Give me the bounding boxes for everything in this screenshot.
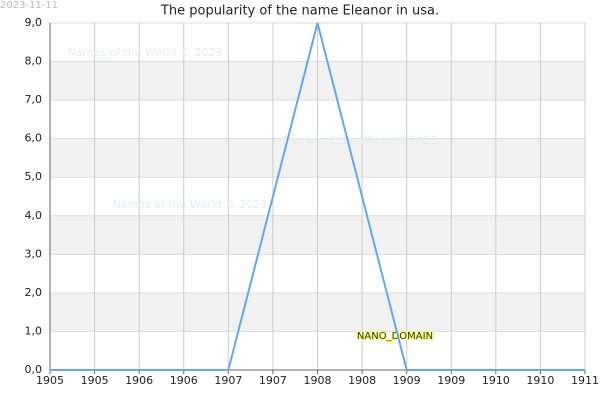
watermark: Names of the World © 2023 [283,134,438,147]
y-tick-label: 6,0 [25,132,43,145]
y-tick-label: 4,0 [25,209,43,222]
x-tick-label: 1909 [393,374,421,387]
line [50,22,585,371]
chart-title: The popularity of the name Eleanor in us… [160,4,439,19]
x-tick-label: 1905 [36,374,64,387]
x-tick-label: 1908 [348,374,376,387]
y-tick-label: 5,0 [25,170,43,183]
watermark: Names of the World © 2023 [68,46,223,59]
x-tick-label: 1909 [437,374,465,387]
x-tick-label: 1908 [304,374,332,387]
x-tick-label: 1911 [571,374,599,387]
badge: NANO_DOMAIN [357,331,433,342]
x-tick-label: 1910 [482,374,510,387]
watermark: Names of the World © 2023 [113,198,268,211]
x-tick-label: 1907 [259,374,287,387]
y-tick-label: 9,0 [25,16,43,29]
y-tick-label: 8,0 [25,55,43,68]
y-tick-label: 0,0 [25,363,43,376]
timestamp: 2023-11-11 [0,0,58,11]
y-tick-label: 2,0 [25,286,43,299]
x-tick-label: 1906 [125,374,153,387]
x-tick-label: 1905 [81,374,109,387]
x-tick-label: 1907 [214,374,242,387]
y-tick-label: 7,0 [25,93,43,106]
x-tick-label: 1906 [170,374,198,387]
y-tick-label: 1,0 [25,324,43,337]
y-tick-label: 3,0 [25,247,43,260]
x-tick-label: 1910 [526,374,554,387]
